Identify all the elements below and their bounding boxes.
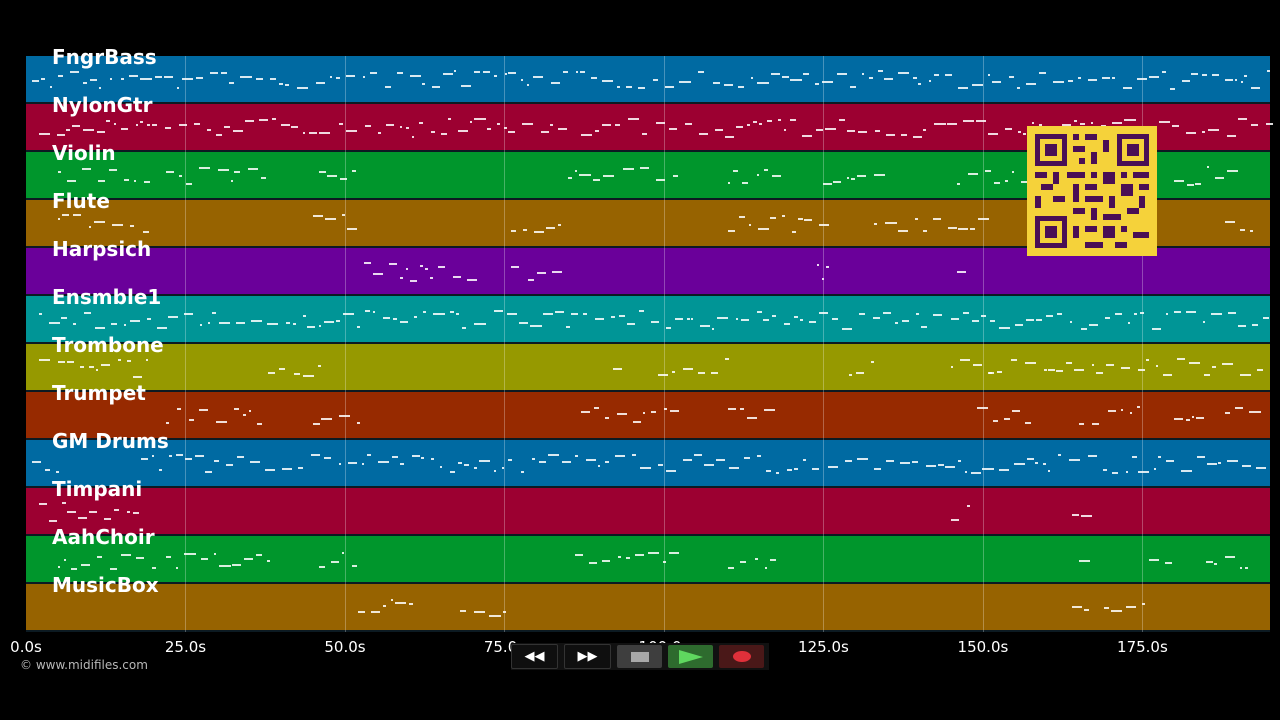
track-label: GM Drums <box>52 429 169 453</box>
record-button[interactable] <box>719 645 764 668</box>
track-label: AahChoir <box>52 525 155 549</box>
track-label: Ensmble1 <box>52 285 162 309</box>
track-separator <box>26 582 1270 584</box>
track-label: Trombone <box>52 333 164 357</box>
track-separator <box>26 246 1270 248</box>
track-separator <box>26 150 1270 152</box>
track-label: Harpsich <box>52 237 152 261</box>
play-button[interactable] <box>668 645 713 668</box>
track-lane-fngrbass[interactable] <box>26 56 1270 102</box>
track-separator <box>26 486 1270 488</box>
fast-forward-button[interactable]: ▶▶ <box>564 644 611 669</box>
track-label: MusicBox <box>52 573 159 597</box>
tick-label: 0.0s <box>10 638 42 656</box>
track-separator <box>26 438 1270 440</box>
track-label: NylonGtr <box>52 93 153 117</box>
qr-code[interactable] <box>1027 126 1157 256</box>
tick-label: 25.0s <box>164 638 207 656</box>
tick-label: 150.0s <box>957 638 1009 656</box>
track-lane-musicbox[interactable] <box>26 584 1270 630</box>
tick-label: 125.0s <box>798 638 849 656</box>
stop-icon <box>630 651 649 662</box>
record-icon <box>732 651 751 662</box>
tick-label: 50.0s <box>324 638 366 656</box>
stop-button[interactable] <box>617 645 662 668</box>
transport-controls: ◀◀ ▶▶ <box>511 643 769 670</box>
tick-label: 175.0s <box>1117 638 1168 656</box>
track-separator <box>26 342 1270 344</box>
track-label: FngrBass <box>52 45 157 69</box>
copyright-credit: © www.midifiles.com <box>20 658 148 672</box>
rewind-icon: ◀◀ <box>524 649 545 664</box>
track-lane-trumpet[interactable] <box>26 392 1270 438</box>
qr-code-graphic <box>1033 132 1151 250</box>
fast-forward-icon: ▶▶ <box>577 649 598 664</box>
track-separator <box>26 294 1270 296</box>
track-label: Violin <box>52 141 116 165</box>
track-lane-ensmble1[interactable] <box>26 296 1270 342</box>
rewind-button[interactable]: ◀◀ <box>511 644 558 669</box>
track-label: Timpani <box>52 477 143 501</box>
track-lane-aahchoir[interactable] <box>26 536 1270 582</box>
track-separator <box>26 534 1270 536</box>
track-lane-timpani[interactable] <box>26 488 1270 534</box>
track-separator <box>26 198 1270 200</box>
track-label: Flute <box>52 189 110 213</box>
track-separator <box>26 102 1270 104</box>
play-icon <box>678 649 703 664</box>
track-separator <box>26 390 1270 392</box>
track-label: Trumpet <box>52 381 146 405</box>
track-lane-gm-drums[interactable] <box>26 440 1270 486</box>
track-separator <box>26 630 1270 632</box>
track-lane-trombone[interactable] <box>26 344 1270 390</box>
